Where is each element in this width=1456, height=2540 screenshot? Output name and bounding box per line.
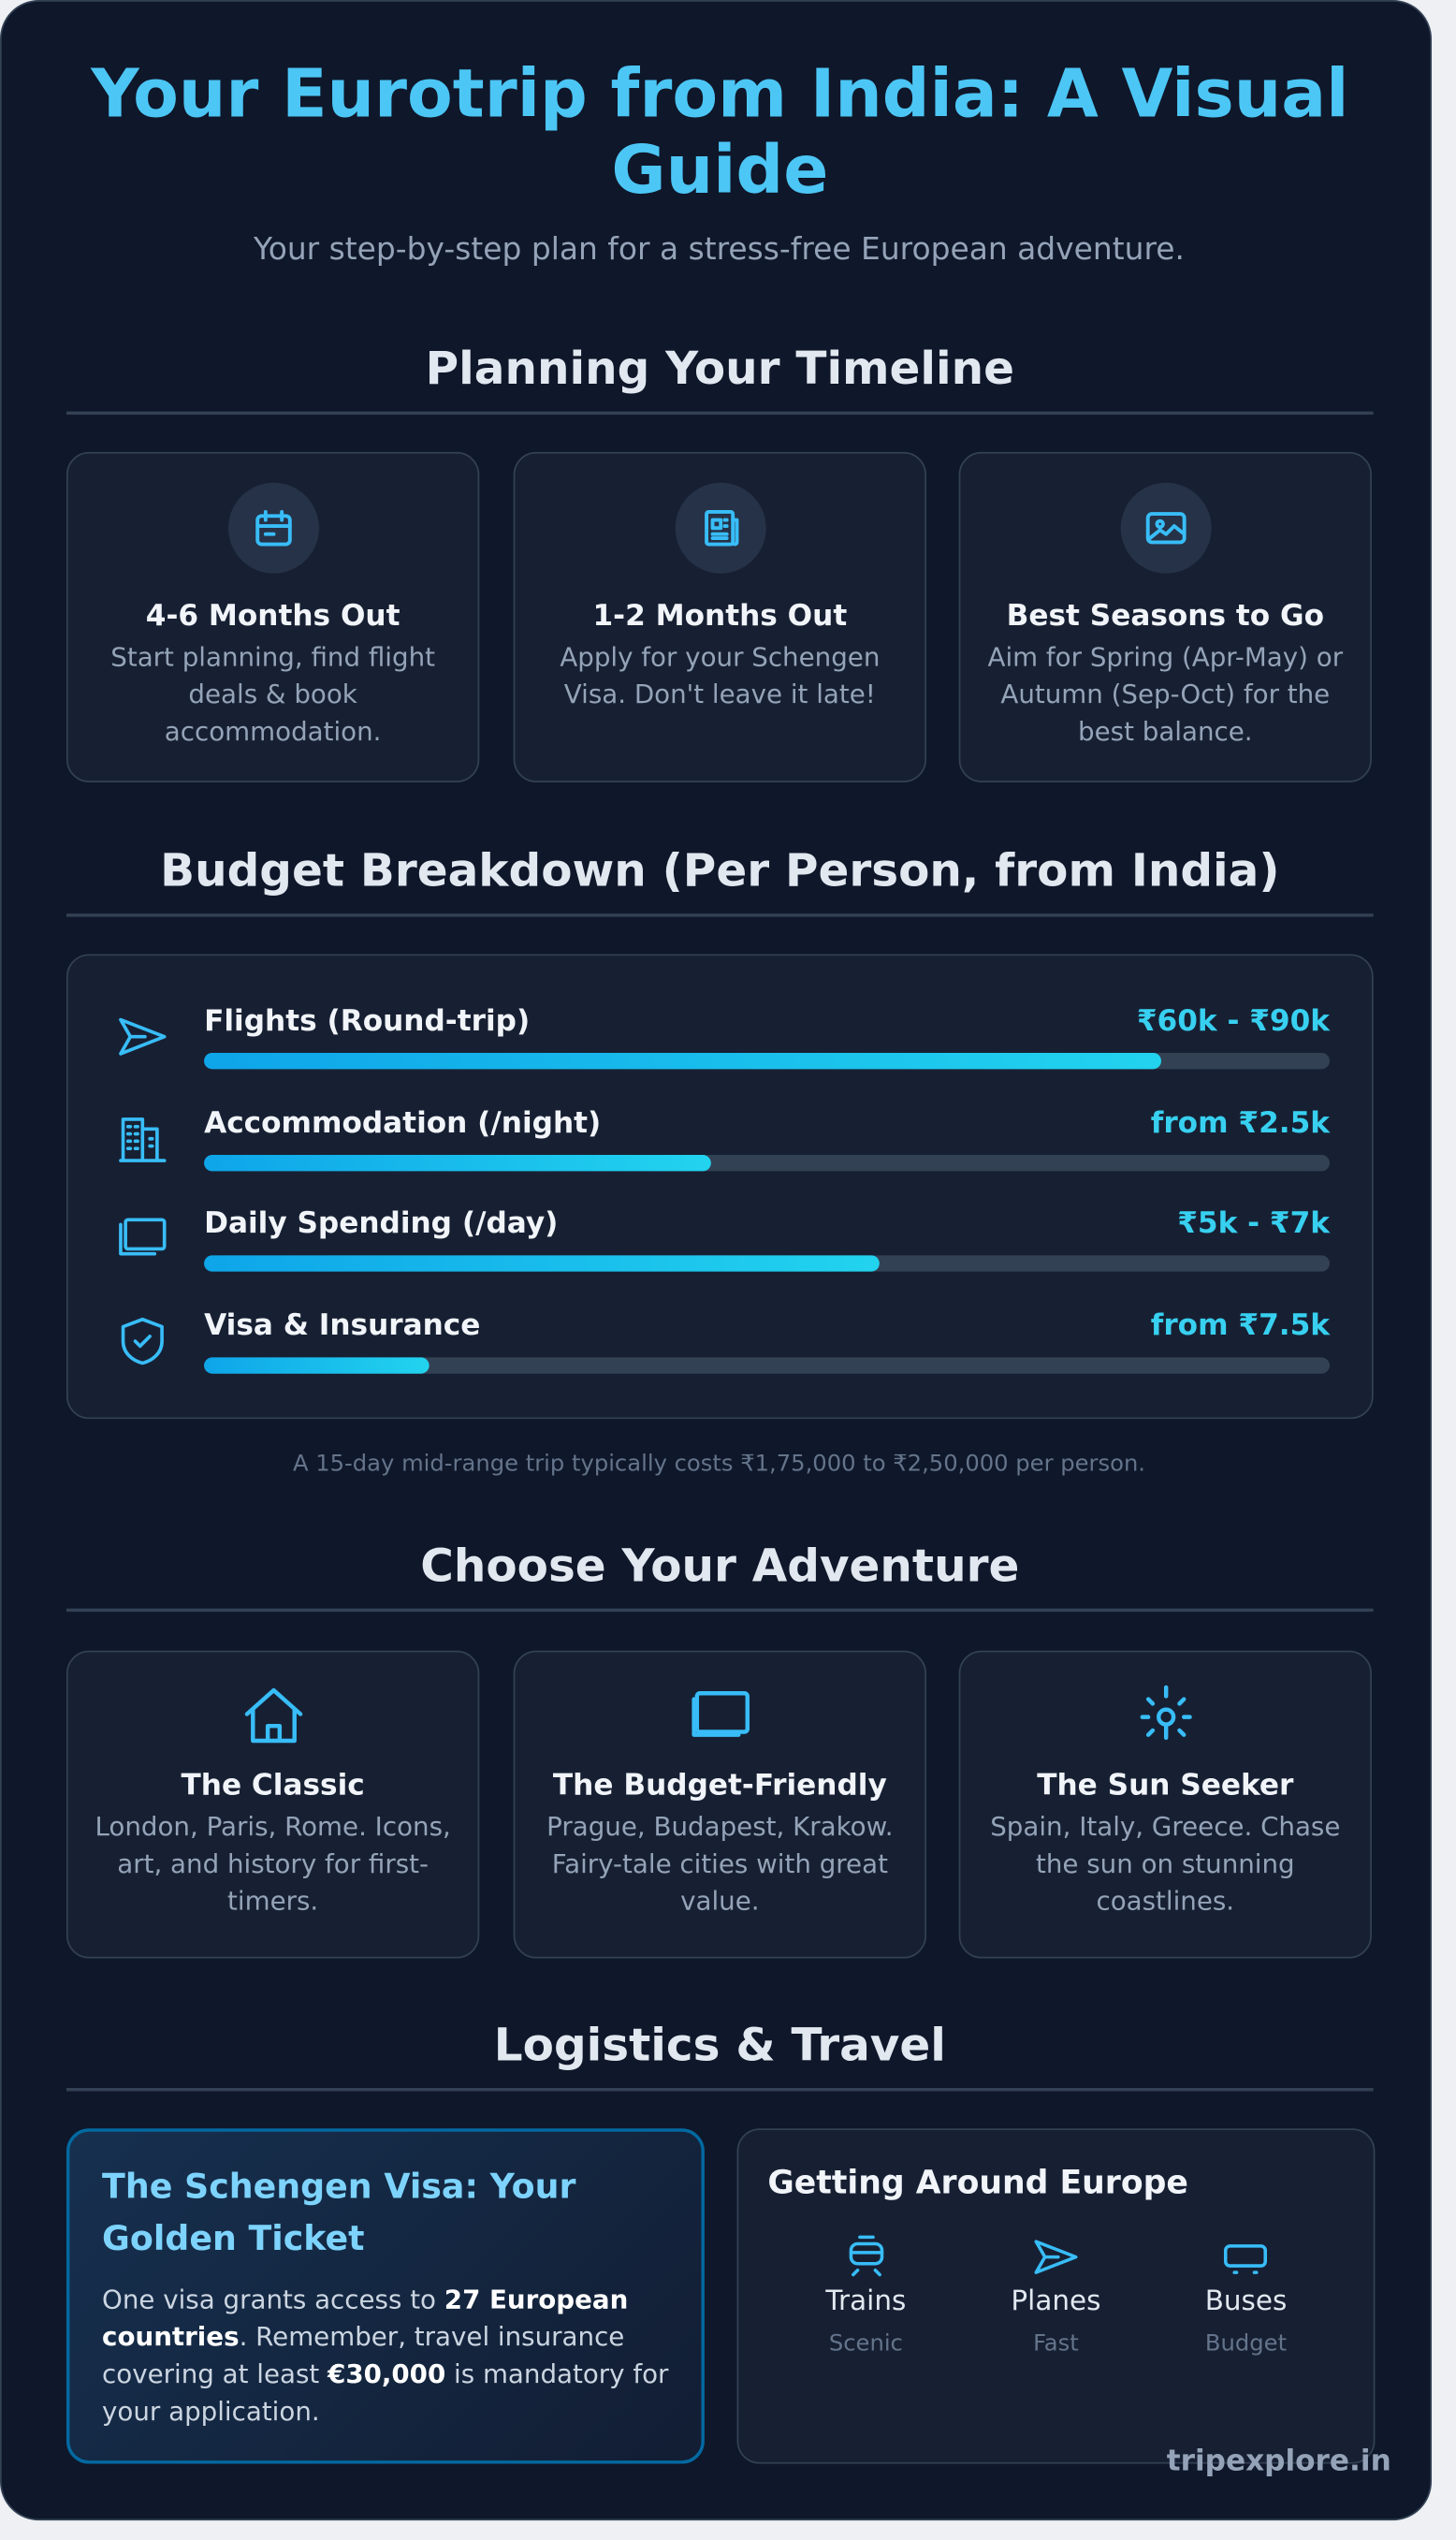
budget-label: Accommodation (/night): [204, 1105, 602, 1140]
adventure-card: The Sun Seeker Spain, Italy, Greece. Chas…: [958, 1650, 1372, 1959]
card-text: Start planning, find flight deals & book…: [110, 641, 435, 747]
subtitle: Your step-by-step plan for a stress-free…: [253, 231, 1185, 268]
budget-box: Flights (Round-trip) ₹60k - ₹90k Accommoda…: [66, 954, 1376, 1420]
bold-text: 27 European countries: [102, 2284, 629, 2353]
card-title: Best Seasons to Go: [1006, 599, 1325, 634]
budget-note: A 15-day mid-range trip typically costs …: [292, 1451, 1146, 1478]
card-text: London, Paris, Rome. Icons, art, and his…: [95, 1811, 451, 1917]
mode-note: Budget: [1204, 2330, 1288, 2358]
transport-mode: Trains Scenic: [785, 2230, 947, 2357]
budget-icon: [113, 1210, 171, 1275]
section-heading: Budget Breakdown (Per Person, from India…: [66, 844, 1374, 917]
visa-title: The Schengen Visa: Your Golden Ticket: [102, 2167, 576, 2258]
mode-icon: [1165, 2230, 1327, 2279]
budget-label: Flights (Round-trip): [204, 1004, 531, 1039]
mode-icon: [785, 2230, 947, 2279]
budget-amount: from ₹2.5k: [1150, 1105, 1330, 1140]
transport-title: Getting Around Europe: [767, 2162, 1188, 2202]
bar-track: [204, 1255, 1330, 1272]
budget-row: Accommodation (/night) from ₹2.5k: [68, 1057, 1376, 1171]
budget-icon: [113, 1311, 171, 1376]
watermark: tripexplore.in: [1166, 2444, 1391, 2479]
bold-text: €30,000: [328, 2358, 446, 2389]
bar-track: [204, 1154, 1330, 1171]
text: is mandatory for your application.: [102, 2358, 669, 2427]
guide-card: Your Eurotrip from India: A Visual Guide…: [0, 0, 1433, 2521]
budget-amount: ₹60k - ₹90k: [1136, 1004, 1330, 1039]
mode-note: Fast: [1033, 2330, 1079, 2358]
text: . Remember, travel insurance covering at…: [102, 2321, 625, 2389]
card-text: Apply for your Schengen Visa. Don't leav…: [560, 641, 881, 710]
mode-name: Planes: [1011, 2285, 1101, 2318]
mode-name: Trains: [825, 2285, 907, 2318]
bar: [204, 1255, 880, 1272]
timeline-card: 4-6 Months Out Start planning, find fligh…: [66, 451, 480, 782]
mode-note: Scenic: [828, 2330, 903, 2358]
budget-row: Visa & Insurance from ₹7.5k: [68, 1260, 1376, 1373]
mode-name: Buses: [1204, 2285, 1288, 2318]
bar: [204, 1356, 430, 1373]
timeline-card: Best Seasons to Go Aim for Spring (Apr-Ma…: [958, 451, 1372, 782]
budget-row: Flights (Round-trip) ₹60k - ₹90k: [68, 956, 1376, 1070]
mode-icon: [975, 2230, 1137, 2279]
timeline-card: 1-2 Months Out Apply for your Schengen Vi…: [513, 451, 927, 782]
text: One visa grants access to: [102, 2284, 444, 2315]
budget-label: Daily Spending (/day): [204, 1206, 559, 1241]
section-heading: Logistics & Travel: [66, 2019, 1374, 2092]
budget-icon: [113, 1008, 171, 1073]
card-title: The Budget-Friendly: [552, 1769, 887, 1803]
card-text: Aim for Spring (Apr-May) or Autumn (Sep-…: [987, 641, 1344, 747]
card-title: 1-2 Months Out: [592, 599, 848, 634]
card-title: The Classic: [181, 1769, 365, 1803]
transport-mode: Buses Budget: [1165, 2230, 1327, 2357]
transport-box: Getting Around Europe Trains Scenic Planes…: [736, 2128, 1376, 2464]
card-text: Prague, Budapest, Krakow. Fairy-tale cit…: [546, 1811, 894, 1917]
section-heading: Choose Your Adventure: [66, 1539, 1374, 1613]
bar-track: [204, 1356, 1330, 1373]
budget-amount: ₹5k - ₹7k: [1177, 1206, 1330, 1241]
section-heading: Planning Your Timeline: [66, 342, 1374, 416]
transport-modes: Trains Scenic Planes Fast Buses Budget: [767, 2230, 1344, 2357]
bar-track: [204, 1053, 1330, 1070]
adventure-card: The Classic London, Paris, Rome. Icons, a…: [66, 1650, 480, 1959]
visa-text: One visa grants access to 27 European co…: [102, 2281, 669, 2430]
budget-row: Daily Spending (/day) ₹5k - ₹7k: [68, 1159, 1376, 1272]
transport-mode: Planes Fast: [975, 2230, 1137, 2357]
visa-box: The Schengen Visa: Your Golden Ticket On…: [66, 2128, 705, 2464]
card-text: Spain, Italy, Greece. Chase the sun on s…: [990, 1811, 1341, 1917]
budget-label: Visa & Insurance: [204, 1307, 481, 1342]
budget-amount: from ₹7.5k: [1150, 1307, 1330, 1342]
budget-icon: [113, 1109, 171, 1174]
bar: [204, 1053, 1161, 1070]
title: Your Eurotrip from India: A Visual Guide: [91, 54, 1349, 210]
card-title: The Sun Seeker: [1037, 1769, 1294, 1803]
card-title: 4-6 Months Out: [145, 599, 400, 634]
bar: [204, 1154, 711, 1171]
adventure-card: The Budget-Friendly Prague, Budapest, Kra…: [513, 1650, 927, 1959]
